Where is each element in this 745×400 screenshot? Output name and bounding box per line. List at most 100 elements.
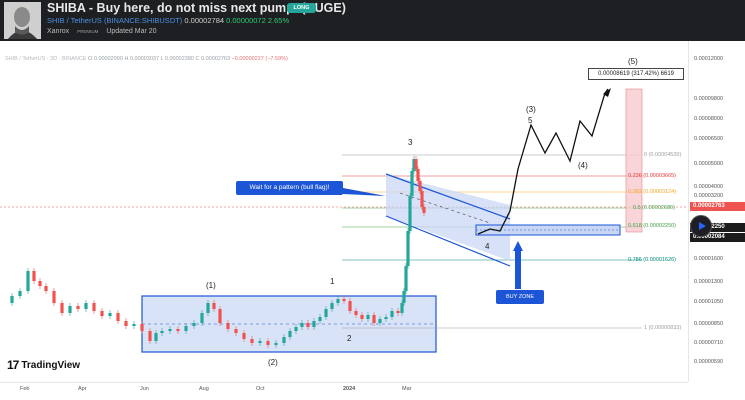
subwave-label-1: 1 — [330, 277, 335, 286]
updated-date: Updated Mar 20 — [106, 28, 157, 35]
price-change: 0.00000072 — [226, 16, 266, 25]
candle — [160, 331, 164, 333]
candle — [148, 331, 152, 341]
symbol-line: SHIB / TetherUS (BINANCE:SHIBUSDT) 0.000… — [47, 16, 289, 25]
candle — [330, 303, 334, 309]
candle — [250, 339, 254, 343]
wave-label-1: (1) — [206, 281, 216, 290]
projected-wave-path — [477, 88, 609, 235]
chart-legend: SHIB / TetherUS · 3D · BINANCE O 0.00002… — [5, 56, 288, 62]
candle — [168, 329, 172, 331]
price-tick: 0.00001050 — [694, 299, 724, 305]
price-tick: 0.00009800 — [694, 96, 724, 102]
price-tick: 0.00003200 — [694, 193, 724, 199]
price-tick: 0.00001600 — [694, 256, 724, 262]
time-label: Feb — [20, 386, 30, 392]
candle — [318, 317, 322, 321]
candle — [416, 169, 420, 181]
candle — [184, 326, 188, 331]
fib-label-0382: 0.382 (0.00003124) — [628, 189, 677, 195]
candle — [32, 271, 36, 281]
candle — [10, 296, 14, 303]
fib-label-1: 1 (0.00000833) — [644, 325, 682, 331]
candle — [52, 291, 56, 303]
author-line: Xanrox PREMIUM Updated Mar 20 — [47, 28, 163, 35]
tradingview-wordmark: TradingView — [21, 359, 81, 371]
tradingview-logo[interactable]: 17 TradingView — [7, 358, 80, 372]
candle — [404, 266, 408, 291]
price-tick: 0.00012000 — [694, 56, 724, 62]
price-tick: 0.00008000 — [694, 116, 724, 122]
time-label: Aug — [199, 386, 209, 392]
candle — [396, 311, 400, 313]
fib-label-0: 0 (0.00004539) — [644, 152, 682, 158]
buy-zone-callout: BUY ZONE — [496, 290, 544, 304]
candle — [410, 171, 414, 196]
candle — [372, 315, 376, 323]
candle — [92, 303, 96, 311]
author-badge: PREMIUM — [77, 29, 99, 34]
fib-label-05: 0.5 (0.00002686) — [633, 205, 675, 211]
price-tick: 0.00000710 — [694, 340, 724, 346]
subwave-label-5: 5 — [528, 116, 533, 125]
price-candles — [10, 156, 426, 348]
candle — [420, 191, 424, 207]
price-tick: 0.00005000 — [694, 161, 724, 167]
author-name[interactable]: Xanrox — [47, 28, 70, 35]
candle — [294, 327, 298, 331]
chart-area[interactable]: SHIB / TetherUS · 3D · BINANCE O 0.00002… — [0, 41, 745, 400]
chart-canvas[interactable] — [0, 41, 688, 382]
candle — [408, 196, 412, 231]
candle — [400, 303, 404, 313]
candle — [154, 333, 158, 341]
candle — [84, 303, 88, 309]
candle — [366, 315, 370, 319]
subwave-label-3: 3 — [408, 138, 413, 147]
price-axis[interactable]: 0.00012000 0.00009800 0.00008000 0.00006… — [688, 41, 745, 382]
chart-symbol[interactable]: SHIB / TetherUS · 3D · BINANCE — [5, 56, 87, 62]
subwave-label-2: 2 — [347, 334, 352, 343]
candle — [378, 319, 382, 323]
candle — [402, 291, 406, 303]
candle — [18, 291, 22, 296]
symbol-link[interactable]: SHIB / TetherUS (BINANCE:SHIBUSDT) — [47, 16, 183, 25]
candle — [390, 311, 394, 317]
time-axis[interactable]: Feb Apr Jun Aug Oct 2024 Mar — [0, 382, 688, 400]
candle — [218, 309, 222, 323]
candle — [414, 159, 418, 169]
candle — [76, 306, 80, 309]
time-label: Apr — [78, 386, 87, 392]
buy-zone-bottom-tag: 0.00002084 — [690, 233, 745, 242]
price-tick: 0.00004000 — [694, 184, 724, 190]
candle — [266, 341, 270, 345]
bull-flag-callout: Wait for a pattern (bull flag)! — [236, 181, 343, 195]
fib-label-0786: 0.786 (0.00001626) — [628, 257, 677, 263]
time-label: 2024 — [343, 386, 356, 392]
play-button[interactable] — [690, 215, 712, 237]
candle — [412, 159, 416, 171]
profit-target-zone — [625, 88, 643, 233]
candle — [38, 281, 42, 286]
time-label: Oct — [256, 386, 265, 392]
candle — [124, 321, 128, 326]
candle — [132, 324, 136, 326]
author-avatar[interactable] — [4, 2, 41, 39]
candle — [242, 333, 246, 339]
time-label: Jun — [140, 386, 149, 392]
candle — [192, 323, 196, 326]
candle — [342, 299, 346, 301]
candle — [116, 313, 120, 321]
idea-header: SHIBA - Buy here, do not miss next pump!… — [0, 0, 745, 41]
candle — [206, 303, 210, 313]
fib-label-0236: 0.236 (0.00003665) — [628, 173, 677, 179]
candle — [336, 299, 340, 303]
price-change-percent: 2.65% — [267, 16, 290, 25]
candle — [354, 311, 358, 315]
candle — [68, 306, 72, 313]
candle — [422, 207, 426, 213]
chart-ohlc: O 0.00002990 H 0.00003037 L 0.00002380 C… — [88, 56, 231, 62]
candle — [26, 271, 30, 291]
candle — [300, 323, 304, 327]
candle — [226, 323, 230, 329]
candle — [348, 301, 352, 311]
